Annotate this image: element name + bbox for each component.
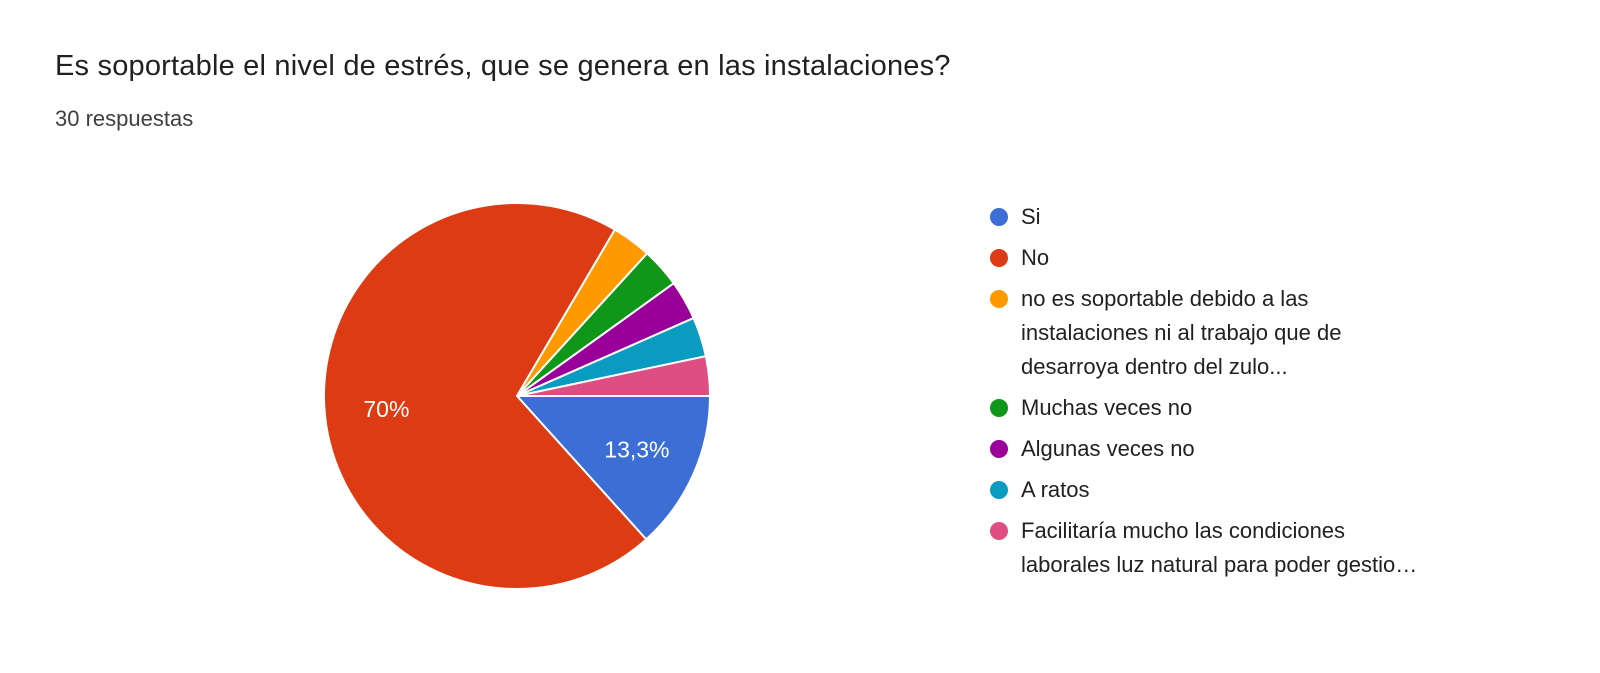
pie-slice-percent-label: 70% (363, 396, 409, 422)
legend-color-dot (990, 399, 1008, 417)
pie-slice-percent-label: 13,3% (604, 436, 669, 462)
legend-item-label: A ratos (1021, 477, 1090, 502)
legend-color-dot (990, 290, 1008, 308)
legend-item: Muchas veces no (990, 391, 1470, 425)
pie-slice-7[interactable] (516, 355, 711, 397)
legend-item: Facilitaría mucho las condiciones labora… (990, 514, 1470, 582)
legend-item-label: Muchas veces no (1021, 395, 1193, 420)
legend-item: no es soportable debido a las instalacio… (990, 282, 1470, 384)
legend-color-dot (990, 481, 1008, 499)
legend-item-label: Algunas veces no (1021, 436, 1195, 461)
legend-item-label: No (1021, 245, 1050, 270)
pie-slice-2[interactable] (323, 201, 648, 590)
legend-item: No (990, 241, 1470, 275)
legend-color-dot (990, 522, 1008, 540)
legend-item: Algunas veces no (990, 432, 1470, 466)
legend-color-dot (990, 249, 1008, 267)
legend-item: A ratos (990, 473, 1470, 507)
legend-color-dot (990, 208, 1008, 226)
legend: Si No no es soportable debido a las inst… (990, 200, 1470, 589)
legend-item: Si (990, 200, 1470, 234)
legend-item-label: no es soportable debido a las instalacio… (1021, 286, 1342, 379)
legend-item-label: Si (1021, 204, 1041, 229)
legend-item-label: Facilitaría mucho las condiciones labora… (1021, 518, 1418, 577)
legend-color-dot (990, 440, 1008, 458)
question-title: Es soportable el nivel de estrés, que se… (55, 50, 951, 82)
pie-chart: 13,3% 70% (323, 201, 711, 590)
pie-slice-1[interactable] (516, 395, 711, 541)
response-count: 30 respuestas (55, 106, 194, 131)
